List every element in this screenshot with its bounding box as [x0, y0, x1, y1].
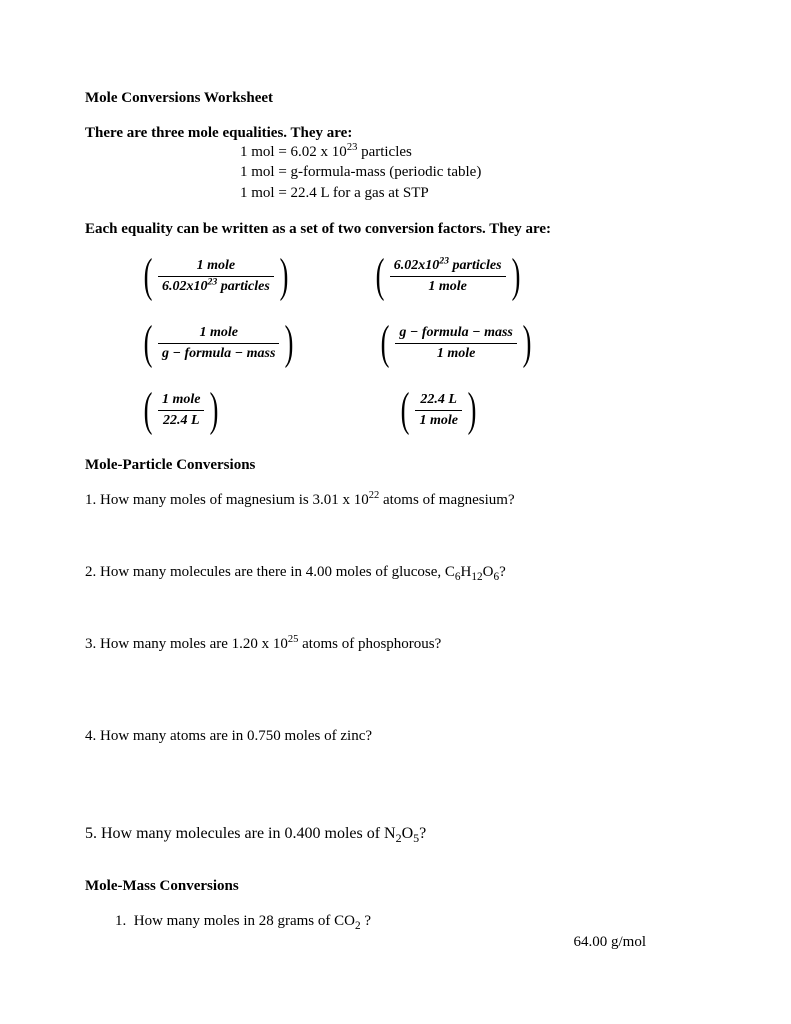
factor-3b: ( 22.4 L 1 mole ) — [397, 390, 479, 431]
page-title: Mole Conversions Worksheet — [85, 90, 706, 107]
worksheet-page: Mole Conversions Worksheet There are thr… — [0, 0, 791, 991]
factor-row-1: ( 1 mole 6.02x1023 particles ) ( 6.02x10… — [140, 256, 706, 297]
factor-3a: ( 1 mole 22.4 L ) — [140, 390, 222, 431]
factor-row-3: ( 1 mole 22.4 L ) ( 22.4 L 1 mole ) — [140, 390, 706, 431]
equality-2: 1 mol = g-formula-mass (periodic table) — [240, 162, 706, 182]
equality-3: 1 mol = 22.4 L for a gas at STP — [240, 183, 706, 203]
factor-2a: ( 1 mole g − formula − mass ) — [140, 323, 297, 364]
fraction-numerator: 1 mole — [193, 256, 240, 276]
question-4: 4. How many atoms are in 0.750 moles of … — [85, 728, 706, 745]
question-3: 3. How many moles are 1.20 x 1025 atoms … — [85, 636, 706, 653]
fraction-denominator: 6.02x1023 particles — [158, 277, 274, 297]
mole-mass-heading: Mole-Mass Conversions — [85, 878, 706, 895]
mm-question-1: 1. How many moles in 28 grams of CO2 ? — [115, 913, 706, 930]
factors-heading: Each equality can be written as a set of… — [85, 221, 706, 238]
equalities-block: There are three mole equalities. They ar… — [85, 125, 706, 203]
factor-row-2: ( 1 mole g − formula − mass ) ( g − form… — [140, 323, 706, 364]
factor-1a: ( 1 mole 6.02x1023 particles ) — [140, 256, 292, 297]
equality-1: 1 mol = 6.02 x 1023 particles — [240, 142, 706, 162]
factor-1b: ( 6.02x1023 particles 1 mole ) — [372, 256, 524, 297]
question-1: 1. How many moles of magnesium is 3.01 x… — [85, 492, 706, 509]
intro-line: There are three mole equalities. They ar… — [85, 125, 706, 142]
molar-mass-value: 64.00 g/mol — [85, 934, 706, 951]
question-5: 5. How many molecules are in 0.400 moles… — [85, 825, 706, 843]
factor-2b: ( g − formula − mass 1 mole ) — [377, 323, 534, 364]
question-2: 2. How many molecules are there in 4.00 … — [85, 564, 706, 581]
factor-rows: ( 1 mole 6.02x1023 particles ) ( 6.02x10… — [85, 256, 706, 431]
mole-particle-heading: Mole-Particle Conversions — [85, 457, 706, 474]
